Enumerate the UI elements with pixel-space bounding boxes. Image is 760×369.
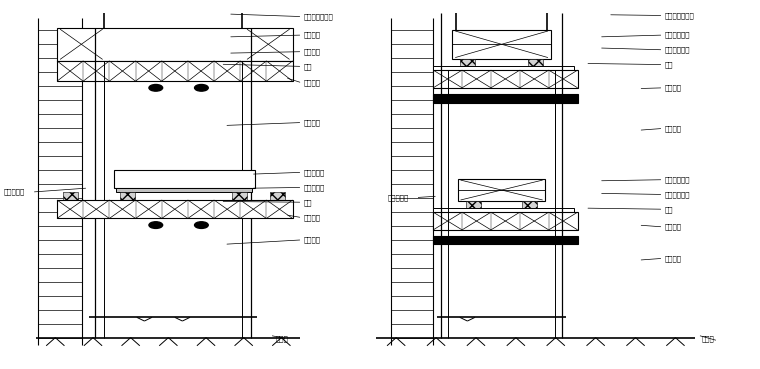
Circle shape <box>149 85 163 91</box>
Bar <box>458 179 545 201</box>
Bar <box>63 192 78 200</box>
Text: 安全网防护栏杆: 安全网防护栏杆 <box>665 12 695 19</box>
Text: 旋扣脚手架: 旋扣脚手架 <box>388 194 409 201</box>
Bar <box>433 94 578 103</box>
Text: 预埋钢棒: 预埋钢棒 <box>304 237 321 243</box>
Bar <box>232 192 247 200</box>
Circle shape <box>195 222 208 228</box>
Text: 模板加固支撑: 模板加固支撑 <box>665 191 691 198</box>
Text: 方木: 方木 <box>665 61 673 68</box>
Bar <box>433 212 578 230</box>
Text: 预埋钢棒: 预埋钢棒 <box>665 125 682 132</box>
Text: 贝雷桁架: 贝雷桁架 <box>665 85 682 91</box>
Text: 贝雷桁架: 贝雷桁架 <box>304 80 321 86</box>
Bar <box>522 201 537 208</box>
Text: 模板加固支撑: 模板加固支撑 <box>665 46 691 53</box>
Bar <box>127 65 142 73</box>
Bar <box>57 200 293 218</box>
Bar <box>200 65 215 73</box>
Bar <box>466 201 481 208</box>
Circle shape <box>149 222 163 228</box>
Text: 中系梁底模: 中系梁底模 <box>304 184 325 191</box>
Bar <box>270 65 285 73</box>
Bar <box>270 192 285 200</box>
Bar <box>528 59 543 66</box>
Circle shape <box>195 85 208 91</box>
Text: 盖梁侧模: 盖梁侧模 <box>304 32 321 38</box>
Text: 贝雷桁架: 贝雷桁架 <box>665 224 682 230</box>
Text: 方木: 方木 <box>665 206 673 213</box>
Text: 方木: 方木 <box>304 63 312 70</box>
Text: 地平线: 地平线 <box>276 335 289 342</box>
Bar <box>114 170 255 188</box>
Text: 地平线: 地平线 <box>701 335 714 342</box>
Bar <box>120 192 135 200</box>
Bar <box>433 66 574 70</box>
Text: 盖梁底模: 盖梁底模 <box>304 48 321 55</box>
Bar <box>63 65 78 73</box>
Text: 方木: 方木 <box>304 199 312 206</box>
Text: 预埋钢棒: 预埋钢棒 <box>304 119 321 126</box>
Bar <box>452 30 551 59</box>
Bar <box>61 61 289 65</box>
Bar <box>460 59 475 66</box>
Text: 模板加固拉筋: 模板加固拉筋 <box>665 176 691 183</box>
Text: 预埋钢棒: 预埋钢棒 <box>665 255 682 262</box>
Text: 模板加固拉筋: 模板加固拉筋 <box>665 32 691 38</box>
Bar <box>433 70 578 88</box>
Bar <box>433 208 574 212</box>
Text: 碗扣脚手架: 碗扣脚手架 <box>4 189 25 195</box>
Text: 中系梁侧模: 中系梁侧模 <box>304 169 325 176</box>
Bar <box>57 61 293 81</box>
Text: 安全网防护栏杆: 安全网防护栏杆 <box>304 13 334 20</box>
Bar <box>433 236 578 244</box>
Bar <box>116 188 252 192</box>
Bar <box>57 28 293 61</box>
Text: 贝雷桁架: 贝雷桁架 <box>304 214 321 221</box>
